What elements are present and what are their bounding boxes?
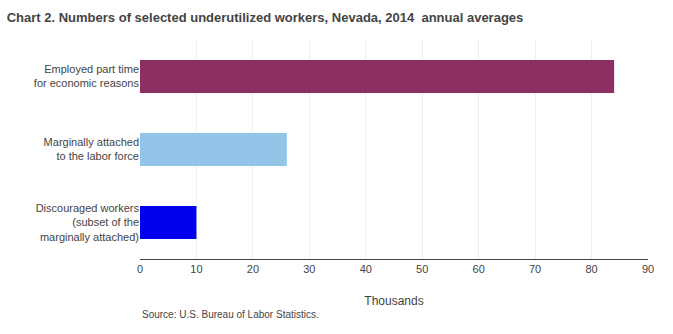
svg-text:Marginally attachedto the labo: Marginally attachedto the labor force	[44, 136, 139, 162]
svg-text:10: 10	[190, 263, 202, 275]
svg-text:60: 60	[473, 263, 485, 275]
svg-text:80: 80	[585, 263, 597, 275]
svg-text:50: 50	[416, 263, 428, 275]
svg-text:Source: U.S. Bureau of Labor S: Source: U.S. Bureau of Labor Statistics.	[142, 309, 319, 320]
svg-text:0: 0	[137, 263, 143, 275]
svg-text:20: 20	[247, 263, 259, 275]
svg-text:90: 90	[642, 263, 654, 275]
svg-text:Chart 2. Numbers of selected u: Chart 2. Numbers of selected underutiliz…	[7, 10, 524, 25]
svg-text:Employed part timefor economic: Employed part timefor economic reasons	[34, 63, 140, 89]
svg-text:40: 40	[360, 263, 372, 275]
svg-text:70: 70	[529, 263, 541, 275]
svg-text:Thousands: Thousands	[364, 294, 423, 308]
svg-text:Discouraged workers(subset of: Discouraged workers(subset of themargina…	[36, 202, 140, 243]
svg-text:30: 30	[303, 263, 315, 275]
